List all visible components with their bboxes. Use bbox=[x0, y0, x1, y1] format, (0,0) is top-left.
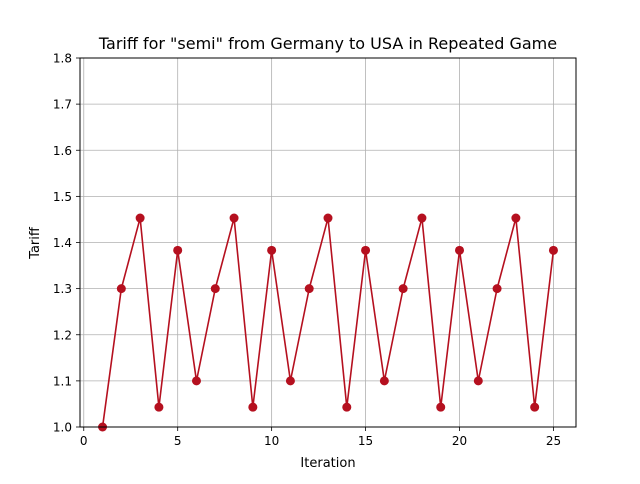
series-line bbox=[101, 217, 555, 428]
data-point bbox=[436, 402, 446, 412]
chart-title: Tariff for "semi" from Germany to USA in… bbox=[98, 34, 557, 53]
grid bbox=[80, 57, 576, 428]
data-point bbox=[248, 402, 258, 412]
x-axis-label: Iteration bbox=[300, 456, 355, 471]
y-tick-label: 1.2 bbox=[53, 328, 72, 342]
data-point bbox=[116, 284, 126, 294]
y-axis-label: Tariff bbox=[28, 226, 43, 260]
data-point bbox=[342, 402, 352, 412]
y-tick-label: 1.7 bbox=[53, 98, 72, 112]
x-tick-label: 20 bbox=[452, 434, 467, 448]
y-tick-label: 1.4 bbox=[53, 236, 72, 250]
data-point bbox=[417, 213, 427, 223]
axis-ticks: 0 5 10 15 20 25 1.0 1.1 1.2 1.3 1.4 1.5 1.6 1.7 1.8 bbox=[53, 52, 561, 449]
data-point bbox=[191, 376, 201, 386]
data-point bbox=[304, 284, 314, 294]
x-tick-label: 0 bbox=[80, 434, 88, 448]
x-tick-label: 15 bbox=[358, 434, 373, 448]
y-tick-label: 1.5 bbox=[53, 190, 72, 204]
data-point bbox=[210, 284, 220, 294]
y-tick-label: 1.0 bbox=[53, 421, 72, 435]
x-tick-label: 10 bbox=[264, 434, 279, 448]
y-tick-label: 1.1 bbox=[53, 374, 72, 388]
data-point bbox=[379, 376, 389, 386]
y-tick-label: 1.6 bbox=[53, 144, 72, 158]
data-point bbox=[492, 284, 502, 294]
data-point bbox=[267, 245, 277, 255]
data-point bbox=[530, 402, 540, 412]
data-point bbox=[473, 376, 483, 386]
data-point bbox=[135, 213, 145, 223]
series-layer bbox=[98, 213, 558, 432]
data-point bbox=[548, 245, 558, 255]
data-point bbox=[511, 213, 521, 223]
x-tick-label: 25 bbox=[546, 434, 561, 448]
data-point bbox=[173, 245, 183, 255]
y-tick-label: 1.8 bbox=[53, 52, 72, 66]
x-tick-label: 5 bbox=[174, 434, 182, 448]
y-tick-label: 1.3 bbox=[53, 282, 72, 296]
data-point bbox=[398, 284, 408, 294]
data-point bbox=[455, 245, 465, 255]
data-point bbox=[285, 376, 295, 386]
data-point bbox=[229, 213, 239, 223]
data-point bbox=[361, 245, 371, 255]
data-point bbox=[154, 402, 164, 412]
data-point bbox=[323, 213, 333, 223]
